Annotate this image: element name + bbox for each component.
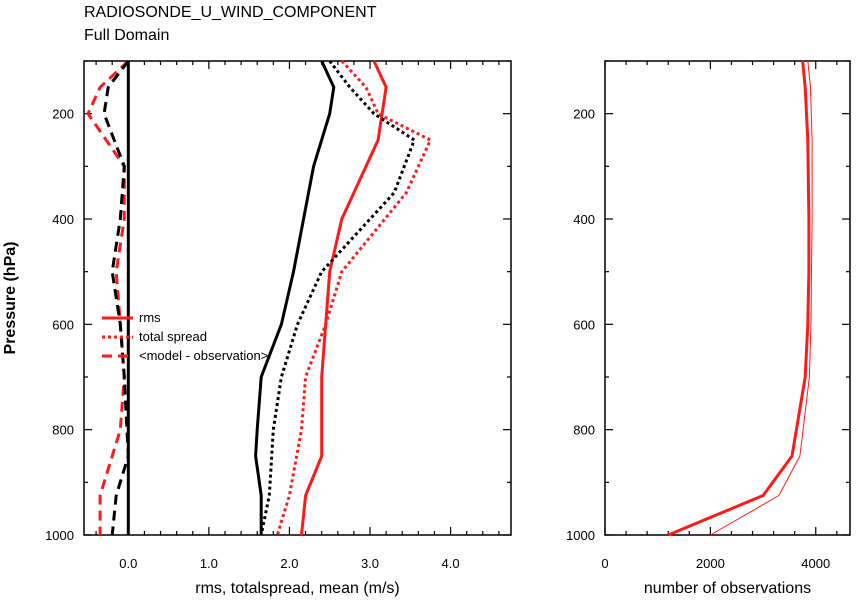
y-tick-label: 1000 [45,528,74,543]
legend-label: <model - observation> [139,348,268,363]
x-tick-label: 0 [601,556,608,571]
y-tick-label: 400 [52,212,74,227]
y-tick-label: 800 [52,423,74,438]
x-tick-label: 2000 [696,556,725,571]
y-tick-label: 400 [573,212,595,227]
chart-subtitle: Full Domain [84,27,169,44]
x-tick-label: 3.0 [361,556,379,571]
x-axis-title: number of observations [644,580,811,597]
y-tick-label: 1000 [566,528,595,543]
series-line-red-solid [667,60,811,537]
series-line-black-solid [254,60,336,535]
series-line-red-dotted [275,59,432,536]
x-tick-label: 0.0 [119,556,137,571]
series-line-red-solid-thin [710,60,813,536]
y-tick-label: 200 [52,107,74,122]
x-tick-label: 4.0 [442,556,460,571]
panel-rms-spread-mean: 200 400 600 800 1000 0.0 1.0 2.0 3.0 4.0 rms, tota… [45,59,512,597]
series-line-red-dashed [86,59,130,535]
plot-frame [604,60,851,536]
series-line-black-dashed [102,60,130,536]
y-tick-label: 800 [573,423,595,438]
chart-title: RADIOSONDE_U_WIND_COMPONENT [84,4,377,21]
y-axis-title: Pressure (hPa) [2,242,19,355]
x-tick-label: 1.0 [200,556,218,571]
plot-frame [83,60,512,536]
x-tick-label: 2.0 [280,556,298,571]
y-tick-label: 600 [52,317,74,332]
y-tick-label: 600 [573,317,595,332]
x-tick-label: 4000 [801,556,830,571]
y-tick-label: 200 [573,107,595,122]
panel-observations: 200 400 600 800 1000 0 2000 4000 number of obser… [566,60,851,597]
series-line-black-dotted [259,60,416,536]
series-line-red-solid [300,60,388,536]
legend-label: rms [139,310,161,325]
legend-label: total spread [139,329,207,344]
x-axis-title: rms, totalspread, mean (m/s) [195,580,400,597]
